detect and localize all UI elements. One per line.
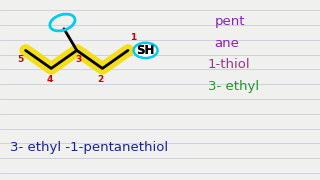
Text: 2: 2 (98, 75, 104, 84)
Text: 4: 4 (46, 75, 53, 84)
Text: 3: 3 (75, 55, 82, 64)
Text: 3- ethyl -1-pentanethiol: 3- ethyl -1-pentanethiol (10, 141, 168, 154)
Text: 3- ethyl: 3- ethyl (208, 80, 259, 93)
Ellipse shape (134, 43, 157, 58)
Text: 1: 1 (130, 33, 136, 42)
Text: pent: pent (214, 15, 245, 28)
Text: ane: ane (214, 37, 239, 50)
Text: 5: 5 (18, 55, 24, 64)
Text: 1-thiol: 1-thiol (208, 58, 251, 71)
Text: SH: SH (136, 44, 155, 57)
Text: SH: SH (136, 44, 155, 57)
